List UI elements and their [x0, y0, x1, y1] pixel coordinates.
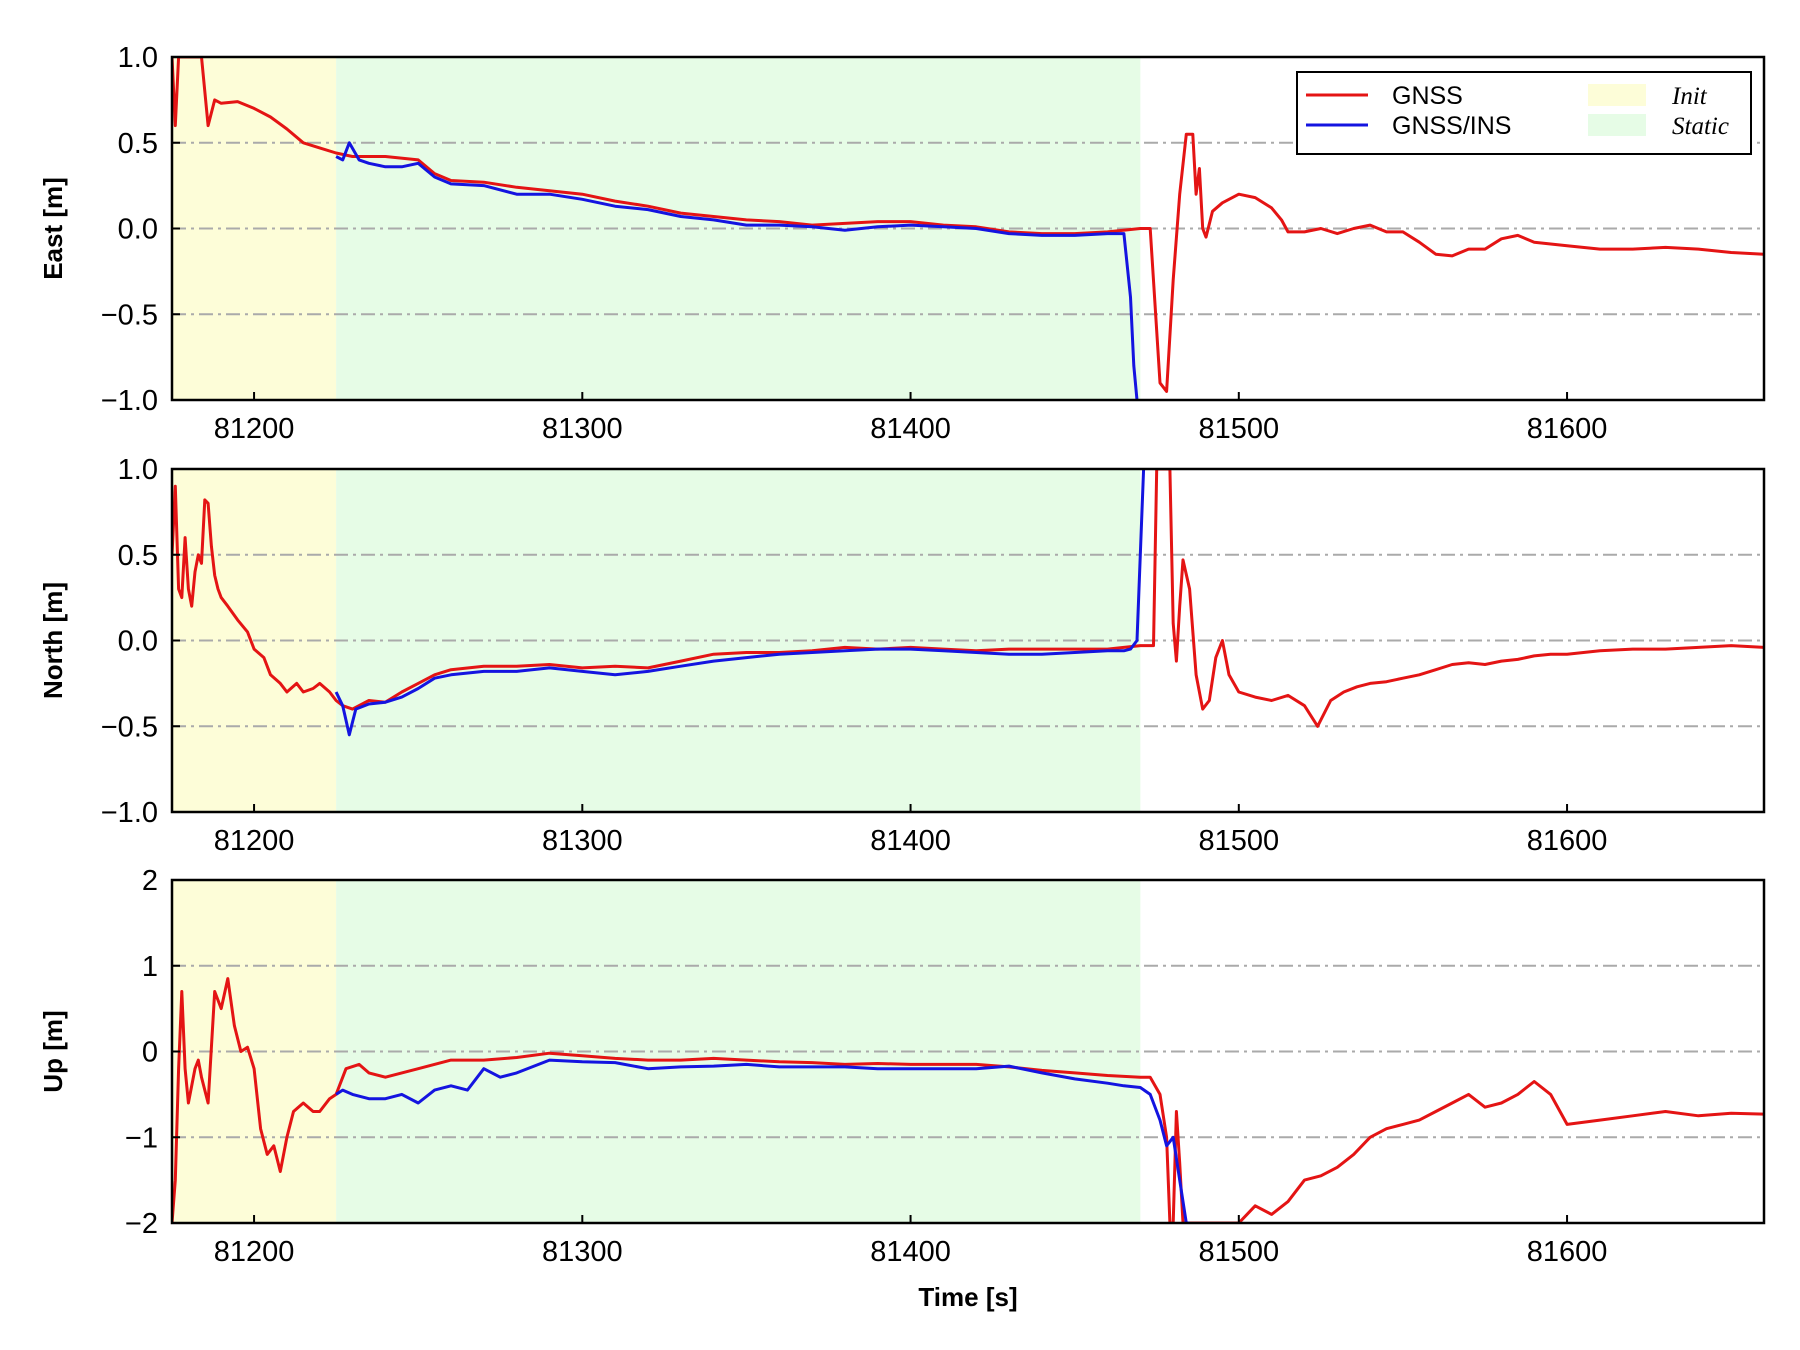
- series-group: [172, 57, 1764, 400]
- series-group: [172, 977, 1764, 1223]
- x-tick-label: 81400: [870, 413, 951, 445]
- legend-box: [1296, 71, 1752, 155]
- legend-label-init_region: Init: [1671, 83, 1708, 110]
- x-tick-label: 81300: [542, 825, 623, 857]
- x-tick-label: 81200: [214, 1236, 295, 1268]
- x-tick-label: 81200: [214, 825, 295, 857]
- y-tick-label: 0.5: [118, 128, 158, 160]
- y-tick-label: 0.0: [118, 626, 158, 658]
- x-tick-label: 81500: [1198, 413, 1279, 445]
- legend-patch-init_region: [1588, 84, 1646, 106]
- y-tick-label: 0: [142, 1037, 158, 1069]
- series-line-gnss: [172, 469, 1764, 728]
- y-tick-label: 1.0: [118, 42, 158, 74]
- x-tick-label: 81500: [1198, 1236, 1279, 1268]
- y-tick-label: −1: [125, 1122, 158, 1154]
- legend-patch-static_region: [1588, 114, 1646, 136]
- series-line-gnss-ins: [335, 141, 1139, 400]
- x-tick-label: 81600: [1527, 1236, 1608, 1268]
- x-axis-label: Time [s]: [918, 1282, 1017, 1312]
- y-tick-label: −0.5: [101, 711, 158, 743]
- series-group: [172, 469, 1764, 737]
- y-tick-label: 1: [142, 951, 158, 983]
- y-tick-label: −1.0: [101, 797, 158, 829]
- x-tick-label: 81300: [542, 1236, 623, 1268]
- x-tick-label: 81400: [870, 1236, 951, 1268]
- y-tick-label: −2: [125, 1208, 158, 1240]
- x-tick-label: 81500: [1198, 825, 1279, 857]
- x-tick-label: 81300: [542, 413, 623, 445]
- legend-label-static_region: Static: [1672, 113, 1729, 140]
- x-tick-label: 81200: [214, 413, 295, 445]
- series-line-gnss: [172, 977, 1764, 1223]
- y-axis-label: Up [m]: [38, 1010, 68, 1092]
- x-tick-label: 81600: [1527, 825, 1608, 857]
- series-line-gnss-ins: [335, 1058, 1190, 1223]
- y-axis-label: North [m]: [38, 582, 68, 699]
- y-tick-label: −1.0: [101, 385, 158, 417]
- y-tick-label: 1.0: [118, 454, 158, 486]
- x-tick-label: 81400: [870, 825, 951, 857]
- y-axis-label: East [m]: [38, 177, 68, 280]
- series-line-gnss: [172, 57, 1764, 393]
- legend-label-gnss_ins: GNSS/INS: [1392, 112, 1511, 140]
- x-tick-label: 81600: [1527, 413, 1608, 445]
- y-tick-label: 0.0: [118, 214, 158, 246]
- panel-2: 81200 81300 81400 81500 81600 1.0 0.5 0.0 −0.5 −1…: [38, 454, 1766, 857]
- y-tick-label: −0.5: [101, 299, 158, 331]
- series-line-gnss-ins: [334, 469, 1146, 737]
- legend-label-gnss: GNSS: [1392, 82, 1463, 110]
- y-tick-label: 2: [142, 865, 158, 897]
- panel-1: 81200 81300 81400 81500 81600 1.0 0.5 0.0 −0.5 −1…: [38, 42, 1766, 445]
- y-tick-label: 0.5: [118, 540, 158, 572]
- panel-3: 81200 81300 81400 81500 81600 2 1 0 −1 −2 Up [m]: [38, 865, 1766, 1268]
